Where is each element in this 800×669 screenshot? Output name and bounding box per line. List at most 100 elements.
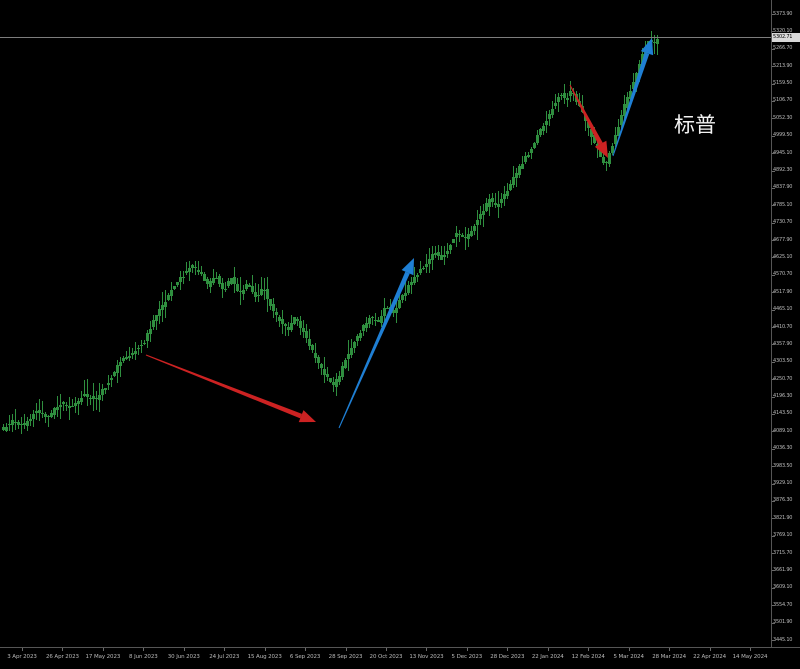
candle-body: [215, 277, 218, 279]
time-tick-mark: [22, 648, 23, 651]
time-tick-mark: [305, 648, 307, 651]
candle-body: [491, 198, 494, 202]
candle-body: [185, 271, 188, 274]
candle-wick: [120, 356, 121, 378]
time-tick-label: 8 Jun 2023: [129, 654, 158, 660]
candle-wick: [654, 34, 655, 54]
price-tick-label: 3769.10: [773, 532, 793, 539]
candle-wick: [459, 229, 460, 243]
candle-body: [206, 279, 209, 284]
price-tick-label: 4570.70: [773, 271, 793, 278]
candle-body: [170, 290, 173, 296]
price-tick-mark: [772, 587, 775, 589]
candle-body: [539, 128, 542, 135]
candle-wick: [567, 93, 568, 108]
candle-wick: [156, 314, 157, 331]
candle-body: [128, 355, 131, 358]
candle-body: [395, 307, 398, 313]
candle-body: [410, 282, 413, 286]
time-tick-mark: [143, 648, 145, 651]
chart-plot-area[interactable]: [0, 0, 772, 648]
candle-body: [245, 284, 248, 289]
candle-body: [347, 354, 350, 359]
candle-body: [101, 389, 104, 395]
candle-body: [236, 283, 239, 291]
candle-body: [164, 301, 167, 308]
candle-body: [53, 408, 56, 415]
candle-body: [449, 244, 452, 251]
candle-body: [221, 283, 224, 290]
candle-body: [248, 285, 251, 287]
time-tick-mark: [224, 648, 226, 651]
time-tick-mark: [345, 648, 347, 651]
candle-wick: [198, 260, 199, 276]
time-tick-label: 26 Apr 2023: [45, 654, 79, 660]
candle-body: [554, 103, 557, 107]
candle-body: [173, 285, 176, 290]
candle-body: [125, 357, 128, 360]
candle-body: [143, 342, 146, 344]
candle-body: [605, 161, 608, 164]
time-tick-label: 17 May 2023: [85, 654, 121, 660]
candle-body: [596, 144, 599, 148]
price-tick-mark: [772, 170, 775, 172]
candle-body: [242, 290, 245, 295]
candle-body: [182, 276, 185, 279]
candle-body: [644, 48, 647, 57]
candle-body: [305, 331, 308, 338]
price-tick-label: 4677.90: [773, 236, 793, 243]
price-tick-mark: [772, 118, 775, 120]
candle-body: [260, 288, 263, 295]
candle-body: [413, 276, 416, 283]
candle-body: [584, 115, 587, 121]
candle-wick: [423, 266, 424, 270]
candle-wick: [213, 268, 214, 286]
price-tick-label: 5373.90: [773, 10, 793, 17]
candle-wick: [21, 416, 22, 435]
candle-body: [38, 409, 41, 414]
price-tick-label: 4837.90: [773, 184, 793, 191]
price-tick-label: 4357.90: [773, 340, 793, 347]
candle-body: [617, 126, 620, 136]
candle-wick: [297, 317, 298, 326]
candle-body: [494, 203, 497, 205]
candle-wick: [507, 182, 508, 199]
price-tick-label: 5052.30: [773, 114, 793, 121]
time-tick-label: 13 Nov 2023: [409, 654, 444, 660]
candle-body: [464, 237, 467, 239]
time-axis[interactable]: 3 Apr 2023 26 Apr 2023 17 May 2023 8 Jun 20…: [0, 647, 800, 669]
price-tick-mark: [772, 240, 775, 242]
candle-wick: [63, 401, 64, 411]
candle-body: [230, 278, 233, 284]
candle-body: [419, 269, 422, 274]
candle-body: [152, 319, 155, 328]
candle-body: [80, 398, 83, 403]
candle-body: [71, 405, 74, 408]
candle-body: [290, 323, 293, 331]
candle-body: [329, 378, 332, 383]
candle-wick: [78, 397, 79, 415]
time-tick-label: 20 Oct 2023: [369, 654, 403, 660]
candle-body: [95, 398, 98, 400]
candle-body: [188, 267, 191, 272]
candle-body: [455, 232, 458, 238]
price-tick-label: 4143.50: [773, 410, 793, 417]
candle-body: [284, 323, 287, 327]
candle-wick: [657, 35, 658, 56]
candle-wick: [105, 388, 106, 394]
candle-body: [23, 423, 26, 426]
candle-body: [542, 126, 545, 132]
candle-body: [380, 315, 383, 323]
price-axis[interactable]: 5302.71 5373.90 5320.10 5266.70 5213.90 5159…: [771, 0, 800, 648]
price-tick-label: 5159.50: [773, 80, 793, 87]
price-tick-label: 4196.30: [773, 393, 793, 400]
price-tick-label: 3501.90: [773, 619, 793, 626]
candle-body: [149, 328, 152, 335]
price-tick-mark: [772, 14, 775, 15]
candle-body: [77, 401, 80, 404]
candle-body: [335, 378, 338, 387]
price-tick-mark: [772, 483, 775, 485]
candle-body: [353, 342, 356, 348]
price-tick-label: 4892.30: [773, 167, 793, 173]
